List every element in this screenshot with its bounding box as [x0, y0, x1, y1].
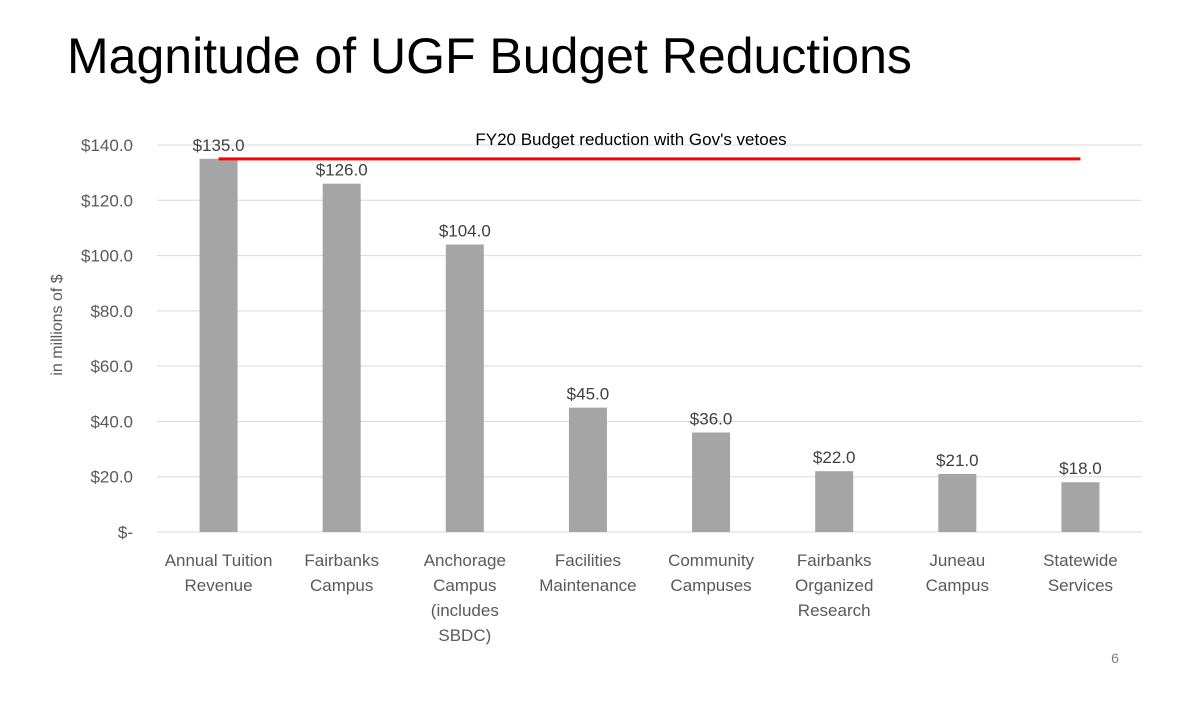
y-tick-label: $100.0: [81, 247, 133, 266]
x-category-label: (includes: [431, 601, 499, 620]
y-tick-label: $80.0: [90, 302, 133, 321]
x-category-label: Campus: [926, 576, 989, 595]
bar-data-label: $126.0: [316, 161, 368, 180]
x-category-label: Community: [668, 551, 754, 570]
bar-data-label: $45.0: [567, 385, 610, 404]
bar-data-label: $18.0: [1059, 459, 1102, 478]
bar-data-label: $36.0: [690, 409, 733, 428]
bar: [199, 158, 238, 533]
x-category-label: Anchorage: [424, 551, 506, 570]
bar: [1061, 482, 1100, 532]
bar-data-label: $104.0: [439, 222, 491, 241]
bar: [568, 407, 607, 532]
bar: [692, 432, 731, 532]
y-tick-label: $60.0: [90, 357, 133, 376]
x-category-label: Campus: [433, 576, 496, 595]
bar: [815, 471, 854, 532]
y-tick-label: $140.0: [81, 136, 133, 155]
x-category-label: Research: [798, 601, 871, 620]
bar-data-label: $22.0: [813, 448, 856, 467]
x-category-label: Organized: [795, 576, 873, 595]
y-tick-label: $-: [118, 523, 133, 542]
y-axis-ticks: $- $20.0 $40.0 $60.0 $80.0 $100.0 $120.0 $140.0: [81, 136, 133, 542]
x-axis-categories: Annual Tuition Revenue Fairbanks Campus Anch…: [165, 551, 1118, 645]
x-category-label: Fairbanks: [304, 551, 379, 570]
x-category-label: Campuses: [670, 576, 751, 595]
slide-title: Magnitude of UGF Budget Reductions: [67, 28, 912, 84]
slide-number: 6: [1111, 650, 1119, 666]
y-tick-label: $20.0: [90, 468, 133, 487]
x-category-label: Facilities: [555, 551, 621, 570]
data-labels: $135.0 $126.0 $104.0 $45.0 $36.0 $22.0 $21.0 $1…: [193, 136, 1102, 478]
bar: [322, 183, 361, 532]
x-category-label: Annual Tuition: [165, 551, 273, 570]
x-category-label: Revenue: [185, 576, 253, 595]
y-tick-label: $40.0: [90, 412, 133, 431]
bar-data-label: $135.0: [193, 136, 245, 155]
x-category-label: Juneau: [929, 551, 985, 570]
x-category-label: Statewide: [1043, 551, 1118, 570]
x-category-label: Services: [1048, 576, 1113, 595]
reference-line-label: FY20 Budget reduction with Gov's vetoes: [475, 130, 786, 149]
bars: [199, 158, 1100, 533]
y-axis-label: in millions of $: [49, 274, 66, 375]
bar: [445, 244, 484, 532]
gridlines: [157, 144, 1142, 533]
x-category-label: Campus: [310, 576, 373, 595]
bar-data-label: $21.0: [936, 451, 979, 470]
x-category-label: SBDC): [438, 626, 491, 645]
y-tick-label: $120.0: [81, 191, 133, 210]
x-category-label: Fairbanks: [797, 551, 872, 570]
bar: [938, 473, 977, 532]
x-category-label: Maintenance: [539, 576, 636, 595]
